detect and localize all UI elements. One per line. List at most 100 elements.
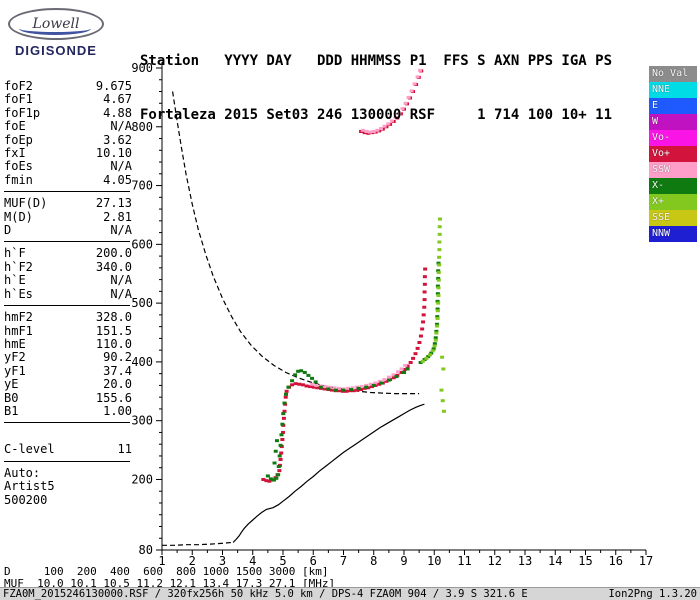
param-value: 1.00: [103, 403, 132, 418]
param-value: 151.5: [95, 323, 132, 338]
param-row-mufd: MUF(D) 27.13: [4, 196, 132, 211]
profile-extrapolation: [162, 541, 234, 546]
separator-line: [4, 422, 130, 424]
param-value: N/A: [110, 273, 132, 288]
param-value: N/A: [110, 119, 132, 134]
param-row-hf2: h`F2 340.0: [4, 259, 132, 274]
param-label: fmin: [4, 172, 33, 187]
legend-item-noval: No Val: [649, 66, 697, 82]
param-row-auto: Auto:: [4, 465, 132, 480]
param-row-foes: foEs N/A: [4, 159, 132, 174]
param-value: 328.0: [95, 310, 132, 325]
param-value: N/A: [110, 159, 132, 174]
param-label: hmF2: [4, 310, 33, 325]
param-label: h`E: [4, 273, 26, 288]
legend-item-x-: X-: [649, 178, 697, 194]
param-row-clevel: C-level 11: [4, 442, 132, 457]
x-tick-label: 15: [578, 554, 592, 568]
o-trace-vo-plus: [261, 267, 428, 483]
param-value: 27.13: [95, 196, 132, 211]
param-label: h`Es: [4, 286, 33, 301]
param-label: 500200: [4, 492, 48, 507]
param-label: hmE: [4, 336, 26, 351]
param-row-foe: foE N/A: [4, 119, 132, 134]
param-row-hmf1: hmF1 151.5: [4, 323, 132, 338]
param-row-yf1: yF1 37.4: [4, 363, 132, 378]
param-row-md: M(D) 2.81: [4, 209, 132, 224]
doppler-direction-legend: No Val NNE E W Vo- Vo+ SSW X- X+ SSE NNW: [649, 66, 697, 242]
logo-brand-text: Lowell: [32, 16, 80, 32]
param-row-fmin: fmin 4.05: [4, 172, 132, 187]
x-tick-label: 11: [457, 554, 471, 568]
param-value: 11: [117, 442, 132, 457]
param-label: Auto:: [4, 465, 41, 480]
param-value: 4.05: [103, 172, 132, 187]
true-height-profile: [232, 403, 425, 543]
param-label: fxI: [4, 146, 26, 161]
param-row-hes: h`Es N/A: [4, 286, 132, 301]
y-tick-label: 500: [131, 296, 153, 310]
param-value: 37.4: [103, 363, 132, 378]
param-value: 340.0: [95, 259, 132, 274]
param-value: 155.6: [95, 390, 132, 405]
status-file-info: FZA0M_2015246130000.RSF / 320fx256h 50 k…: [3, 588, 528, 600]
legend-item-nne: NNE: [649, 82, 697, 98]
x-tick-label: 12: [488, 554, 502, 568]
lowell-logo-oval: Lowell: [8, 8, 104, 40]
param-value: 3.62: [103, 132, 132, 147]
param-label: foF2: [4, 79, 33, 93]
legend-item-vo+: Vo+: [649, 146, 697, 162]
legend-item-x+: X+: [649, 194, 697, 210]
param-label: C-level: [4, 442, 55, 457]
y-tick-label: 600: [131, 237, 153, 251]
param-row-hf: h`F 200.0: [4, 246, 132, 261]
param-label: h`F: [4, 246, 26, 261]
x-tick-label: 14: [548, 554, 562, 568]
param-label: yF1: [4, 363, 26, 378]
y-tick-label: 700: [131, 179, 153, 193]
param-row-d: D N/A: [4, 223, 132, 237]
x-tick-label: 8: [370, 554, 377, 568]
logo-product-text: DIGISONDE: [15, 43, 97, 58]
param-value: N/A: [110, 286, 132, 301]
parameter-group-3: h`F 200.0 h`F2 340.0 h`E N/A h`Es N/A: [4, 247, 132, 301]
param-value: 110.0: [95, 336, 132, 351]
y-tick-label: 300: [131, 414, 153, 428]
param-label: M(D): [4, 209, 33, 224]
legend-item-ssw: SSW: [649, 162, 697, 178]
station-header: Station YYYY DAY DDD HHMMSS P1 FFS S AXN…: [140, 16, 612, 160]
param-label: foEs: [4, 159, 33, 174]
separator-line: [4, 241, 130, 243]
param-row-fxi: fxI 10.10: [4, 146, 132, 161]
param-value: 4.88: [103, 105, 132, 120]
param-value: 2.81: [103, 209, 132, 224]
muf-row: MUF 10.0 10.1 10.5 11.2 12.1 13.4 17.3 2…: [4, 577, 336, 590]
param-row-hmf2: hmF2 328.0: [4, 310, 132, 325]
param-label: yE: [4, 377, 19, 392]
x-trace-x-minus: [265, 261, 441, 482]
x-tick-label: 17: [639, 554, 653, 568]
param-value: 9.675: [95, 79, 132, 93]
param-row-500200: 500200: [4, 492, 132, 507]
param-label: hmF1: [4, 323, 33, 338]
param-row-fof1: foF1 4.67: [4, 92, 132, 107]
separator-line: [4, 460, 130, 462]
param-row-he: h`E N/A: [4, 273, 132, 288]
header-line-2: Fortaleza 2015 Set03 246 130000 RSF 1 71…: [140, 107, 613, 123]
param-label: foF1: [4, 92, 33, 107]
param-label: yF2: [4, 350, 26, 365]
param-label: foEp: [4, 132, 33, 147]
separator-line: [4, 191, 130, 193]
param-label: foF1p: [4, 105, 41, 120]
param-row-b1: B1 1.00: [4, 403, 132, 418]
parameter-panel: foF2 9.675 foF1 4.67 foF1p 4.88 foE N/A foEp 3.62…: [4, 79, 132, 508]
x-tick-label: 10: [427, 554, 441, 568]
o-trace-ssw: [309, 363, 408, 391]
param-value: 4.67: [103, 92, 132, 107]
param-label: MUF(D): [4, 196, 48, 211]
y-tick-label: 80: [139, 543, 153, 557]
param-value: 200.0: [95, 246, 132, 261]
param-value: 20.0: [103, 377, 132, 392]
y-tick-label: 200: [131, 472, 153, 486]
